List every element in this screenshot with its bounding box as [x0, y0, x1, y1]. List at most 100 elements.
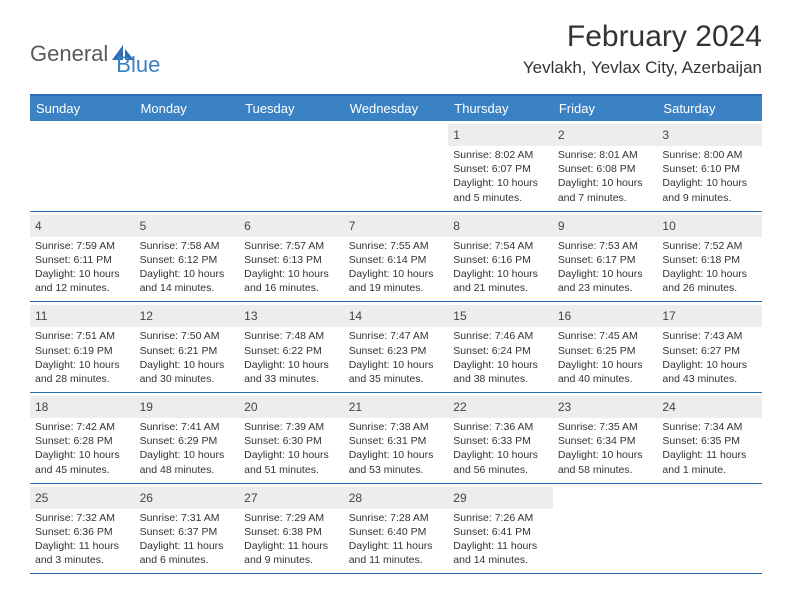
calendar-cell: 20Sunrise: 7:39 AMSunset: 6:30 PMDayligh… — [239, 393, 344, 483]
daylight2-text: and 9 minutes. — [244, 553, 339, 567]
daylight1-text: Daylight: 10 hours — [140, 358, 235, 372]
calendar-cell: 19Sunrise: 7:41 AMSunset: 6:29 PMDayligh… — [135, 393, 240, 483]
daylight2-text: and 14 minutes. — [140, 281, 235, 295]
day-number-row: 11 — [30, 305, 135, 327]
daylight2-text: and 48 minutes. — [140, 463, 235, 477]
sunset-text: Sunset: 6:31 PM — [349, 434, 444, 448]
title-block: February 2024 Yevlakh, Yevlax City, Azer… — [523, 20, 762, 78]
daylight1-text: Daylight: 10 hours — [140, 448, 235, 462]
sunset-text: Sunset: 6:40 PM — [349, 525, 444, 539]
day-number: 6 — [244, 219, 251, 233]
sunset-text: Sunset: 6:34 PM — [558, 434, 653, 448]
day-number-row — [344, 124, 449, 128]
daylight1-text: Daylight: 11 hours — [244, 539, 339, 553]
day-number: 7 — [349, 219, 356, 233]
daylight2-text: and 56 minutes. — [453, 463, 548, 477]
day-number: 13 — [244, 309, 257, 323]
sunrise-text: Sunrise: 7:43 AM — [662, 329, 757, 343]
day-number: 26 — [140, 491, 153, 505]
day-number: 2 — [558, 128, 565, 142]
sunrise-text: Sunrise: 7:54 AM — [453, 239, 548, 253]
day-number-row: 16 — [553, 305, 658, 327]
day-number-row: 3 — [657, 124, 762, 146]
day-number-row: 4 — [30, 215, 135, 237]
daylight1-text: Daylight: 11 hours — [140, 539, 235, 553]
sunset-text: Sunset: 6:24 PM — [453, 344, 548, 358]
daylight1-text: Daylight: 10 hours — [558, 176, 653, 190]
sunrise-text: Sunrise: 7:50 AM — [140, 329, 235, 343]
day-number-row: 15 — [448, 305, 553, 327]
week-row: 11Sunrise: 7:51 AMSunset: 6:19 PMDayligh… — [30, 302, 762, 393]
daylight2-text: and 35 minutes. — [349, 372, 444, 386]
day-number: 27 — [244, 491, 257, 505]
calendar-cell: 16Sunrise: 7:45 AMSunset: 6:25 PMDayligh… — [553, 302, 658, 392]
day-header: Tuesday — [239, 96, 344, 121]
day-number: 1 — [453, 128, 460, 142]
calendar-cell: 10Sunrise: 7:52 AMSunset: 6:18 PMDayligh… — [657, 212, 762, 302]
calendar-cell: 12Sunrise: 7:50 AMSunset: 6:21 PMDayligh… — [135, 302, 240, 392]
day-number: 10 — [662, 219, 675, 233]
daylight2-text: and 9 minutes. — [662, 191, 757, 205]
sunrise-text: Sunrise: 7:38 AM — [349, 420, 444, 434]
daylight2-text: and 28 minutes. — [35, 372, 130, 386]
sunset-text: Sunset: 6:17 PM — [558, 253, 653, 267]
daylight2-text: and 30 minutes. — [140, 372, 235, 386]
day-number-row: 23 — [553, 396, 658, 418]
calendar: SundayMondayTuesdayWednesdayThursdayFrid… — [30, 94, 762, 574]
sunset-text: Sunset: 6:29 PM — [140, 434, 235, 448]
day-number: 23 — [558, 400, 571, 414]
day-number-row: 6 — [239, 215, 344, 237]
sunset-text: Sunset: 6:28 PM — [35, 434, 130, 448]
sunset-text: Sunset: 6:27 PM — [662, 344, 757, 358]
day-number: 5 — [140, 219, 147, 233]
sunrise-text: Sunrise: 7:28 AM — [349, 511, 444, 525]
day-number-row — [30, 124, 135, 128]
sunrise-text: Sunrise: 7:45 AM — [558, 329, 653, 343]
daylight2-text: and 16 minutes. — [244, 281, 339, 295]
sunset-text: Sunset: 6:30 PM — [244, 434, 339, 448]
calendar-cell: 23Sunrise: 7:35 AMSunset: 6:34 PMDayligh… — [553, 393, 658, 483]
sunrise-text: Sunrise: 7:46 AM — [453, 329, 548, 343]
daylight1-text: Daylight: 10 hours — [453, 176, 548, 190]
daylight1-text: Daylight: 10 hours — [35, 267, 130, 281]
daylight2-text: and 12 minutes. — [35, 281, 130, 295]
daylight2-text: and 23 minutes. — [558, 281, 653, 295]
week-row: 4Sunrise: 7:59 AMSunset: 6:11 PMDaylight… — [30, 212, 762, 303]
daylight1-text: Daylight: 11 hours — [349, 539, 444, 553]
sunrise-text: Sunrise: 7:26 AM — [453, 511, 548, 525]
daylight2-text: and 11 minutes. — [349, 553, 444, 567]
sunset-text: Sunset: 6:33 PM — [453, 434, 548, 448]
day-number: 25 — [35, 491, 48, 505]
daylight1-text: Daylight: 10 hours — [662, 176, 757, 190]
calendar-cell — [239, 121, 344, 211]
calendar-cell — [657, 484, 762, 574]
calendar-cell: 11Sunrise: 7:51 AMSunset: 6:19 PMDayligh… — [30, 302, 135, 392]
sunset-text: Sunset: 6:11 PM — [35, 253, 130, 267]
day-number-row: 12 — [135, 305, 240, 327]
calendar-cell: 15Sunrise: 7:46 AMSunset: 6:24 PMDayligh… — [448, 302, 553, 392]
day-number: 8 — [453, 219, 460, 233]
sunrise-text: Sunrise: 7:41 AM — [140, 420, 235, 434]
daylight1-text: Daylight: 10 hours — [453, 448, 548, 462]
day-number-row: 8 — [448, 215, 553, 237]
day-number: 20 — [244, 400, 257, 414]
daylight2-text: and 51 minutes. — [244, 463, 339, 477]
day-number-row — [553, 487, 658, 491]
daylight2-text: and 38 minutes. — [453, 372, 548, 386]
daylight2-text: and 26 minutes. — [662, 281, 757, 295]
day-number: 16 — [558, 309, 571, 323]
daylight1-text: Daylight: 10 hours — [558, 267, 653, 281]
sunrise-text: Sunrise: 8:01 AM — [558, 148, 653, 162]
day-number-row: 10 — [657, 215, 762, 237]
sunrise-text: Sunrise: 7:39 AM — [244, 420, 339, 434]
day-number-row: 9 — [553, 215, 658, 237]
calendar-cell: 2 Sunrise: 8:01 AMSunset: 6:08 PMDaylight… — [553, 121, 658, 211]
daylight1-text: Daylight: 11 hours — [453, 539, 548, 553]
calendar-cell: 13Sunrise: 7:48 AMSunset: 6:22 PMDayligh… — [239, 302, 344, 392]
day-number: 29 — [453, 491, 466, 505]
calendar-cell: 8Sunrise: 7:54 AMSunset: 6:16 PMDaylight… — [448, 212, 553, 302]
day-number: 4 — [35, 219, 42, 233]
day-number: 9 — [558, 219, 565, 233]
logo-text-general: General — [30, 41, 108, 67]
sunset-text: Sunset: 6:08 PM — [558, 162, 653, 176]
